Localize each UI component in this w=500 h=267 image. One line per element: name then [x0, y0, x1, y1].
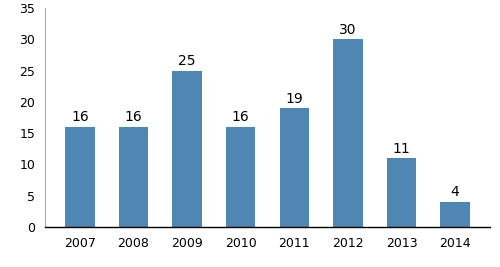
- Text: 25: 25: [178, 54, 196, 68]
- Bar: [333, 39, 362, 227]
- Bar: [226, 127, 256, 227]
- Text: 16: 16: [124, 110, 142, 124]
- Text: 19: 19: [286, 92, 303, 105]
- Bar: [280, 108, 309, 227]
- Text: 16: 16: [71, 110, 89, 124]
- Text: 30: 30: [339, 23, 356, 37]
- Bar: [65, 127, 94, 227]
- Bar: [440, 202, 470, 227]
- Text: 11: 11: [392, 142, 410, 156]
- Bar: [172, 70, 202, 227]
- Text: 4: 4: [450, 185, 460, 199]
- Bar: [119, 127, 148, 227]
- Text: 16: 16: [232, 110, 250, 124]
- Bar: [386, 158, 416, 227]
